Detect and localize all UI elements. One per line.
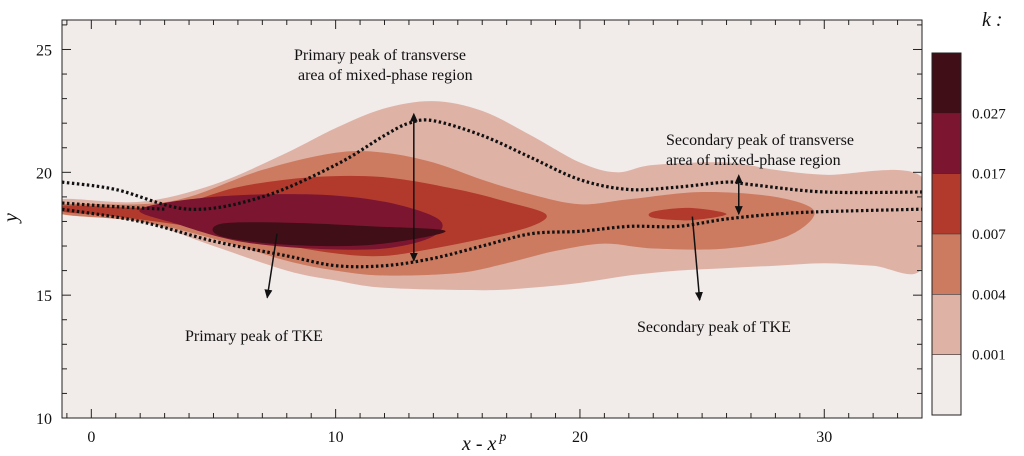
- colorbar-level-label: 0.004: [972, 287, 1006, 303]
- colorbar-band-1: [932, 294, 961, 355]
- plot-frame: [61, 19, 923, 419]
- contour-level-5-5: [212, 222, 446, 247]
- colorbar-band-5: [932, 53, 961, 114]
- y-tick-label: 20: [36, 165, 52, 182]
- secondary-tke-annotation: Secondary peak of TKE: [637, 319, 791, 336]
- primary-tke-arrow: [264, 233, 278, 299]
- secondary-tke-arrow: [691, 216, 703, 302]
- primary-area-annotation-line2: area of mixed-phase region: [298, 67, 473, 84]
- x-tick-label: 30: [816, 429, 832, 446]
- colorbar-level-label: 0.007: [972, 227, 1006, 243]
- y-tick-label: 25: [36, 42, 52, 59]
- x-axis-title-main: x - x: [461, 433, 497, 455]
- colorbar-level-label: 0.027: [972, 106, 1006, 122]
- colorbar: 0.001 0.004 0.007 0.017 0.027: [931, 52, 1006, 416]
- y-tick-label: 15: [36, 288, 52, 305]
- arrow-layer: [264, 112, 743, 302]
- colorbar-level-label: 0.017: [972, 167, 1006, 183]
- lower-boundary-line: [62, 207, 922, 269]
- colorbar-band-0: [932, 354, 961, 415]
- colorbar-title: k :: [982, 9, 1003, 31]
- secondary-area-annotation-line2: area of mixed-phase region: [666, 152, 841, 169]
- primary-area-annotation-line1: Primary peak of transverse: [294, 47, 466, 64]
- colorbar-level-label: 0.001: [972, 348, 1006, 364]
- x-axis-title-sup: p: [498, 430, 506, 445]
- tick-layer: 0 10 20 30 10 15 20 25: [36, 20, 923, 446]
- contour-layer: [62, 101, 922, 291]
- colorbar-band-3: [932, 173, 961, 234]
- colorbar-band-4: [932, 113, 961, 174]
- y-axis-title: y: [0, 213, 22, 224]
- secondary-area-annotation-line1: Secondary peak of transverse: [666, 132, 854, 149]
- primary-tke-annotation: Primary peak of TKE: [185, 328, 323, 345]
- x-tick-label: 10: [328, 429, 344, 446]
- x-tick-label: 0: [87, 429, 95, 446]
- contour-level-3-3: [648, 207, 727, 221]
- y-tick-label: 10: [36, 411, 52, 428]
- colorbar-band-2: [932, 234, 961, 295]
- extra-boundary-line: [62, 201, 165, 211]
- x-tick-label: 20: [572, 429, 588, 446]
